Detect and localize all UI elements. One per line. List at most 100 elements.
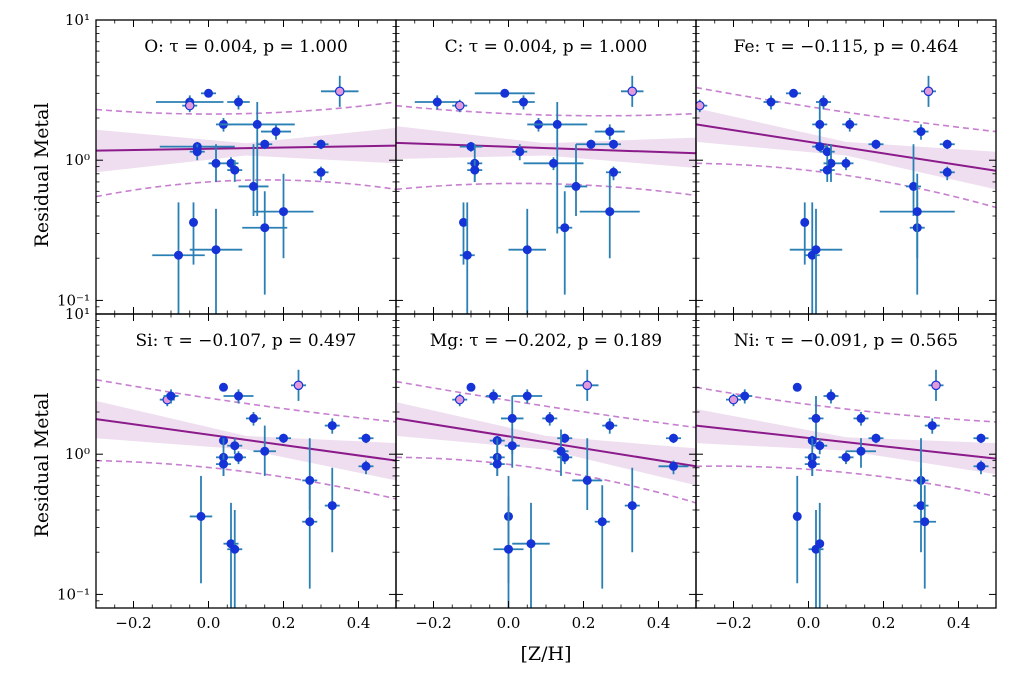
data-point (327, 501, 337, 511)
prediction-hi-line (396, 380, 696, 429)
y-axis-label-top: Residual Metal (31, 103, 53, 248)
panel-title: Si: τ = −0.107, p = 0.497 (136, 331, 357, 351)
data-point (249, 181, 259, 191)
panel-frame (395, 19, 697, 315)
y-axis-label-bottom: Residual Metal (31, 393, 53, 538)
data-point (788, 88, 798, 98)
x-tick-label: 0.0 (497, 614, 521, 632)
panel-2: Fe: τ = −0.115, p = 0.464 (695, 19, 997, 315)
data-point (548, 158, 558, 168)
plot-area (96, 75, 396, 314)
data-point (627, 86, 638, 97)
panel-title: C: τ = 0.004, p = 1.000 (445, 37, 648, 57)
data-point (260, 446, 270, 456)
plot-area (696, 75, 996, 314)
data-point (815, 142, 825, 152)
prediction-hi-line (696, 86, 996, 133)
data-point (815, 539, 825, 549)
data-point (608, 139, 618, 149)
data-point (696, 100, 705, 111)
data-point (800, 217, 810, 227)
y-tick-label: 10⁰ (65, 445, 90, 463)
data-point (454, 394, 465, 405)
y-tick-label: 10⁰ (65, 151, 90, 169)
panel-title: Ni: τ = −0.091, p = 0.565 (734, 331, 958, 351)
data-point (792, 382, 802, 392)
data-point (556, 446, 566, 456)
x-tick-label: 0.4 (347, 614, 371, 632)
x-tick-label: −0.2 (415, 614, 451, 632)
data-point (976, 433, 986, 443)
data-point (792, 511, 802, 521)
fit-line (96, 418, 396, 462)
data-point (608, 167, 618, 177)
data-point (605, 421, 615, 431)
data-point (912, 207, 922, 217)
y-tick-label: 10¹ (65, 11, 90, 29)
data-point (500, 88, 510, 98)
x-tick-label: −0.2 (715, 614, 751, 632)
confidence-band (396, 126, 696, 168)
data-point (211, 158, 221, 168)
data-point (815, 119, 825, 129)
data-point (942, 167, 952, 177)
data-point (327, 421, 337, 431)
data-point (845, 119, 855, 129)
data-point (278, 433, 288, 443)
panel-title: O: τ = 0.004, p = 1.000 (144, 37, 348, 57)
data-point (278, 207, 288, 217)
data-point (305, 517, 315, 527)
data-point (503, 544, 513, 554)
data-point (916, 127, 926, 137)
data-point (766, 97, 776, 107)
x-tick-label: 0.2 (272, 614, 296, 632)
data-point (316, 139, 326, 149)
data-point (234, 452, 244, 462)
prediction-lo-line (396, 182, 696, 197)
data-point (586, 139, 596, 149)
data-point (526, 539, 536, 549)
panel-3: −0.2 0.0 0.2 0.4 10⁻¹ 10⁰ 10¹ Si: τ = −0.107, p… (57, 305, 397, 632)
x-tick-label: 0.4 (947, 614, 971, 632)
data-point (361, 461, 371, 471)
fit-line (96, 144, 396, 152)
data-point (507, 413, 517, 423)
data-point (166, 391, 176, 401)
prediction-hi-line (96, 101, 396, 115)
data-point (668, 461, 678, 471)
prediction-lo-line (96, 179, 396, 198)
data-point (316, 167, 326, 177)
data-point (219, 382, 229, 392)
data-point (976, 461, 986, 471)
data-point (260, 139, 270, 149)
prediction-hi-line (396, 104, 696, 117)
x-axis-label: [Z/H] (521, 643, 572, 665)
y-tick-label: 10⁻¹ (57, 585, 90, 603)
data-point (605, 207, 615, 217)
data-point (361, 433, 371, 443)
data-point (856, 446, 866, 456)
data-point (811, 245, 821, 255)
panel-4: −0.2 0.0 0.2 0.4 Mg: τ = −0.202, p = 0.189 (395, 313, 697, 632)
data-point (184, 100, 195, 111)
data-point (740, 391, 750, 401)
data-point (807, 459, 817, 469)
data-point (492, 459, 502, 469)
data-point (627, 501, 637, 511)
x-tick-label: 0.2 (872, 614, 896, 632)
panel-title: Mg: τ = −0.202, p = 0.189 (430, 331, 662, 351)
y-tick-label: 10⁻¹ (57, 291, 90, 309)
panel-0: 10⁻¹ 10⁰ 10¹ O: τ = 0.004, p = 1.000 (57, 11, 397, 315)
data-point (252, 119, 262, 129)
data-point (271, 127, 281, 137)
confidence-band (396, 402, 696, 486)
data-point (871, 139, 881, 149)
data-point (920, 517, 930, 527)
fit-line (396, 141, 696, 155)
x-tick-label: 0.2 (572, 614, 596, 632)
confidence-band (696, 108, 996, 190)
data-point (728, 394, 739, 405)
data-point (488, 391, 498, 401)
data-point (571, 181, 581, 191)
